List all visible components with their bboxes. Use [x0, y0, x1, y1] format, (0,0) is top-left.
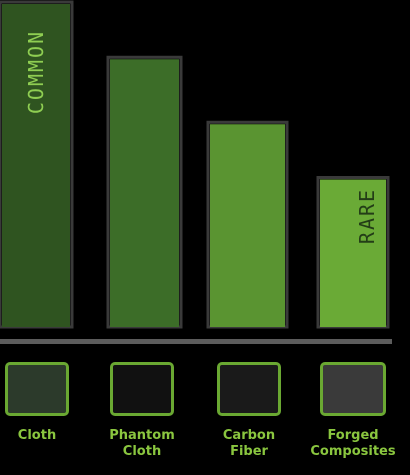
category-label-forged-composites: Forged Composites: [310, 428, 396, 459]
annotation-rare: RARE: [355, 187, 379, 245]
category-label-cloth: Cloth: [17, 428, 57, 443]
annotation-common: COMMON: [24, 29, 48, 115]
swatch-phantom-cloth: [110, 362, 174, 416]
bar-cloth: [2, 4, 70, 327]
bar-phantom-cloth: [110, 59, 179, 327]
swatch-cloth: [5, 362, 69, 416]
category-label-phantom-cloth: Phantom Cloth: [109, 428, 175, 459]
category-label-carbon-fiber: Carbon Fiber: [222, 428, 276, 459]
chart-baseline: [0, 339, 392, 344]
swatch-carbon-fiber: [217, 362, 281, 416]
bar-forged-composites: [320, 179, 386, 327]
bars-layer: [0, 0, 390, 329]
swatch-forged-composites: [320, 362, 386, 416]
bar-carbon-fiber: [210, 124, 285, 327]
